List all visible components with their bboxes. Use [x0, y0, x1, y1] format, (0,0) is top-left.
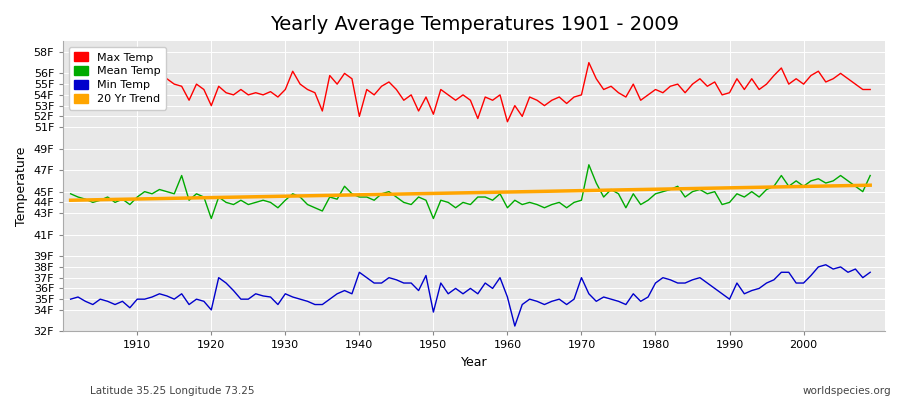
Legend: Max Temp, Mean Temp, Min Temp, 20 Yr Trend: Max Temp, Mean Temp, Min Temp, 20 Yr Tre… — [68, 47, 166, 110]
Text: worldspecies.org: worldspecies.org — [803, 386, 891, 396]
X-axis label: Year: Year — [461, 356, 488, 369]
Title: Yearly Average Temperatures 1901 - 2009: Yearly Average Temperatures 1901 - 2009 — [270, 15, 679, 34]
Y-axis label: Temperature: Temperature — [15, 146, 28, 226]
Text: Latitude 35.25 Longitude 73.25: Latitude 35.25 Longitude 73.25 — [90, 386, 255, 396]
